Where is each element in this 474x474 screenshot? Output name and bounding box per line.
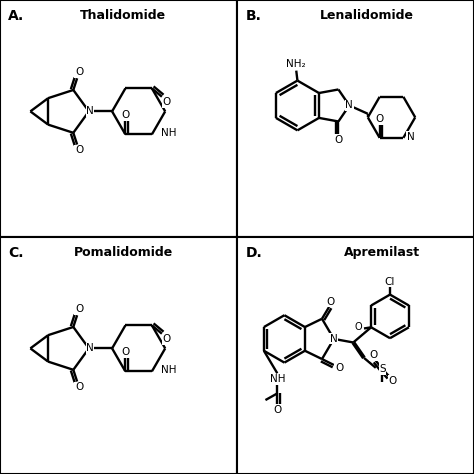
Text: O: O bbox=[327, 297, 335, 307]
Text: O: O bbox=[369, 350, 378, 361]
Text: Apremilast: Apremilast bbox=[344, 246, 420, 259]
Text: O: O bbox=[334, 136, 343, 146]
Text: O: O bbox=[121, 110, 129, 120]
Text: O: O bbox=[375, 114, 384, 124]
Text: O: O bbox=[163, 97, 171, 107]
Text: NH: NH bbox=[161, 128, 176, 138]
Text: O: O bbox=[121, 347, 129, 357]
Text: O: O bbox=[335, 363, 343, 373]
Text: S: S bbox=[379, 364, 386, 374]
Text: NH: NH bbox=[270, 374, 285, 384]
Text: O: O bbox=[163, 334, 171, 344]
Text: Lenalidomide: Lenalidomide bbox=[320, 9, 414, 22]
Text: Thalidomide: Thalidomide bbox=[80, 9, 166, 22]
Text: N: N bbox=[330, 334, 337, 344]
Text: A.: A. bbox=[8, 9, 25, 24]
Text: O: O bbox=[389, 376, 397, 386]
Text: NH: NH bbox=[161, 365, 176, 375]
Text: D.: D. bbox=[246, 246, 262, 261]
Text: O: O bbox=[273, 405, 282, 415]
Text: C.: C. bbox=[8, 246, 24, 261]
Text: Cl: Cl bbox=[385, 276, 395, 287]
Text: NH₂: NH₂ bbox=[286, 59, 306, 70]
Text: B.: B. bbox=[246, 9, 261, 24]
Text: O: O bbox=[75, 67, 83, 77]
Text: O: O bbox=[75, 146, 83, 155]
Text: Pomalidomide: Pomalidomide bbox=[73, 246, 173, 259]
Text: N: N bbox=[407, 132, 415, 142]
Text: O: O bbox=[75, 383, 83, 392]
Text: O: O bbox=[75, 304, 83, 314]
Text: N: N bbox=[346, 100, 353, 110]
Text: N: N bbox=[86, 343, 94, 354]
Text: N: N bbox=[86, 106, 94, 117]
Text: O: O bbox=[355, 322, 363, 332]
